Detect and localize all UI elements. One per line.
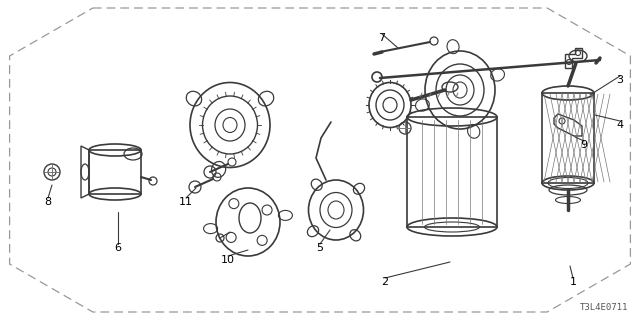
Text: 2: 2 [381,277,388,287]
Text: 8: 8 [44,197,52,207]
Text: 10: 10 [221,255,235,265]
Text: T3L4E0711: T3L4E0711 [580,303,628,312]
Text: 6: 6 [115,243,122,253]
Text: 9: 9 [580,140,588,150]
Text: 4: 4 [616,120,623,130]
Text: 11: 11 [179,197,193,207]
Text: 7: 7 [378,33,385,43]
Text: 5: 5 [317,243,323,253]
Text: 1: 1 [570,277,577,287]
Text: 3: 3 [616,75,623,85]
